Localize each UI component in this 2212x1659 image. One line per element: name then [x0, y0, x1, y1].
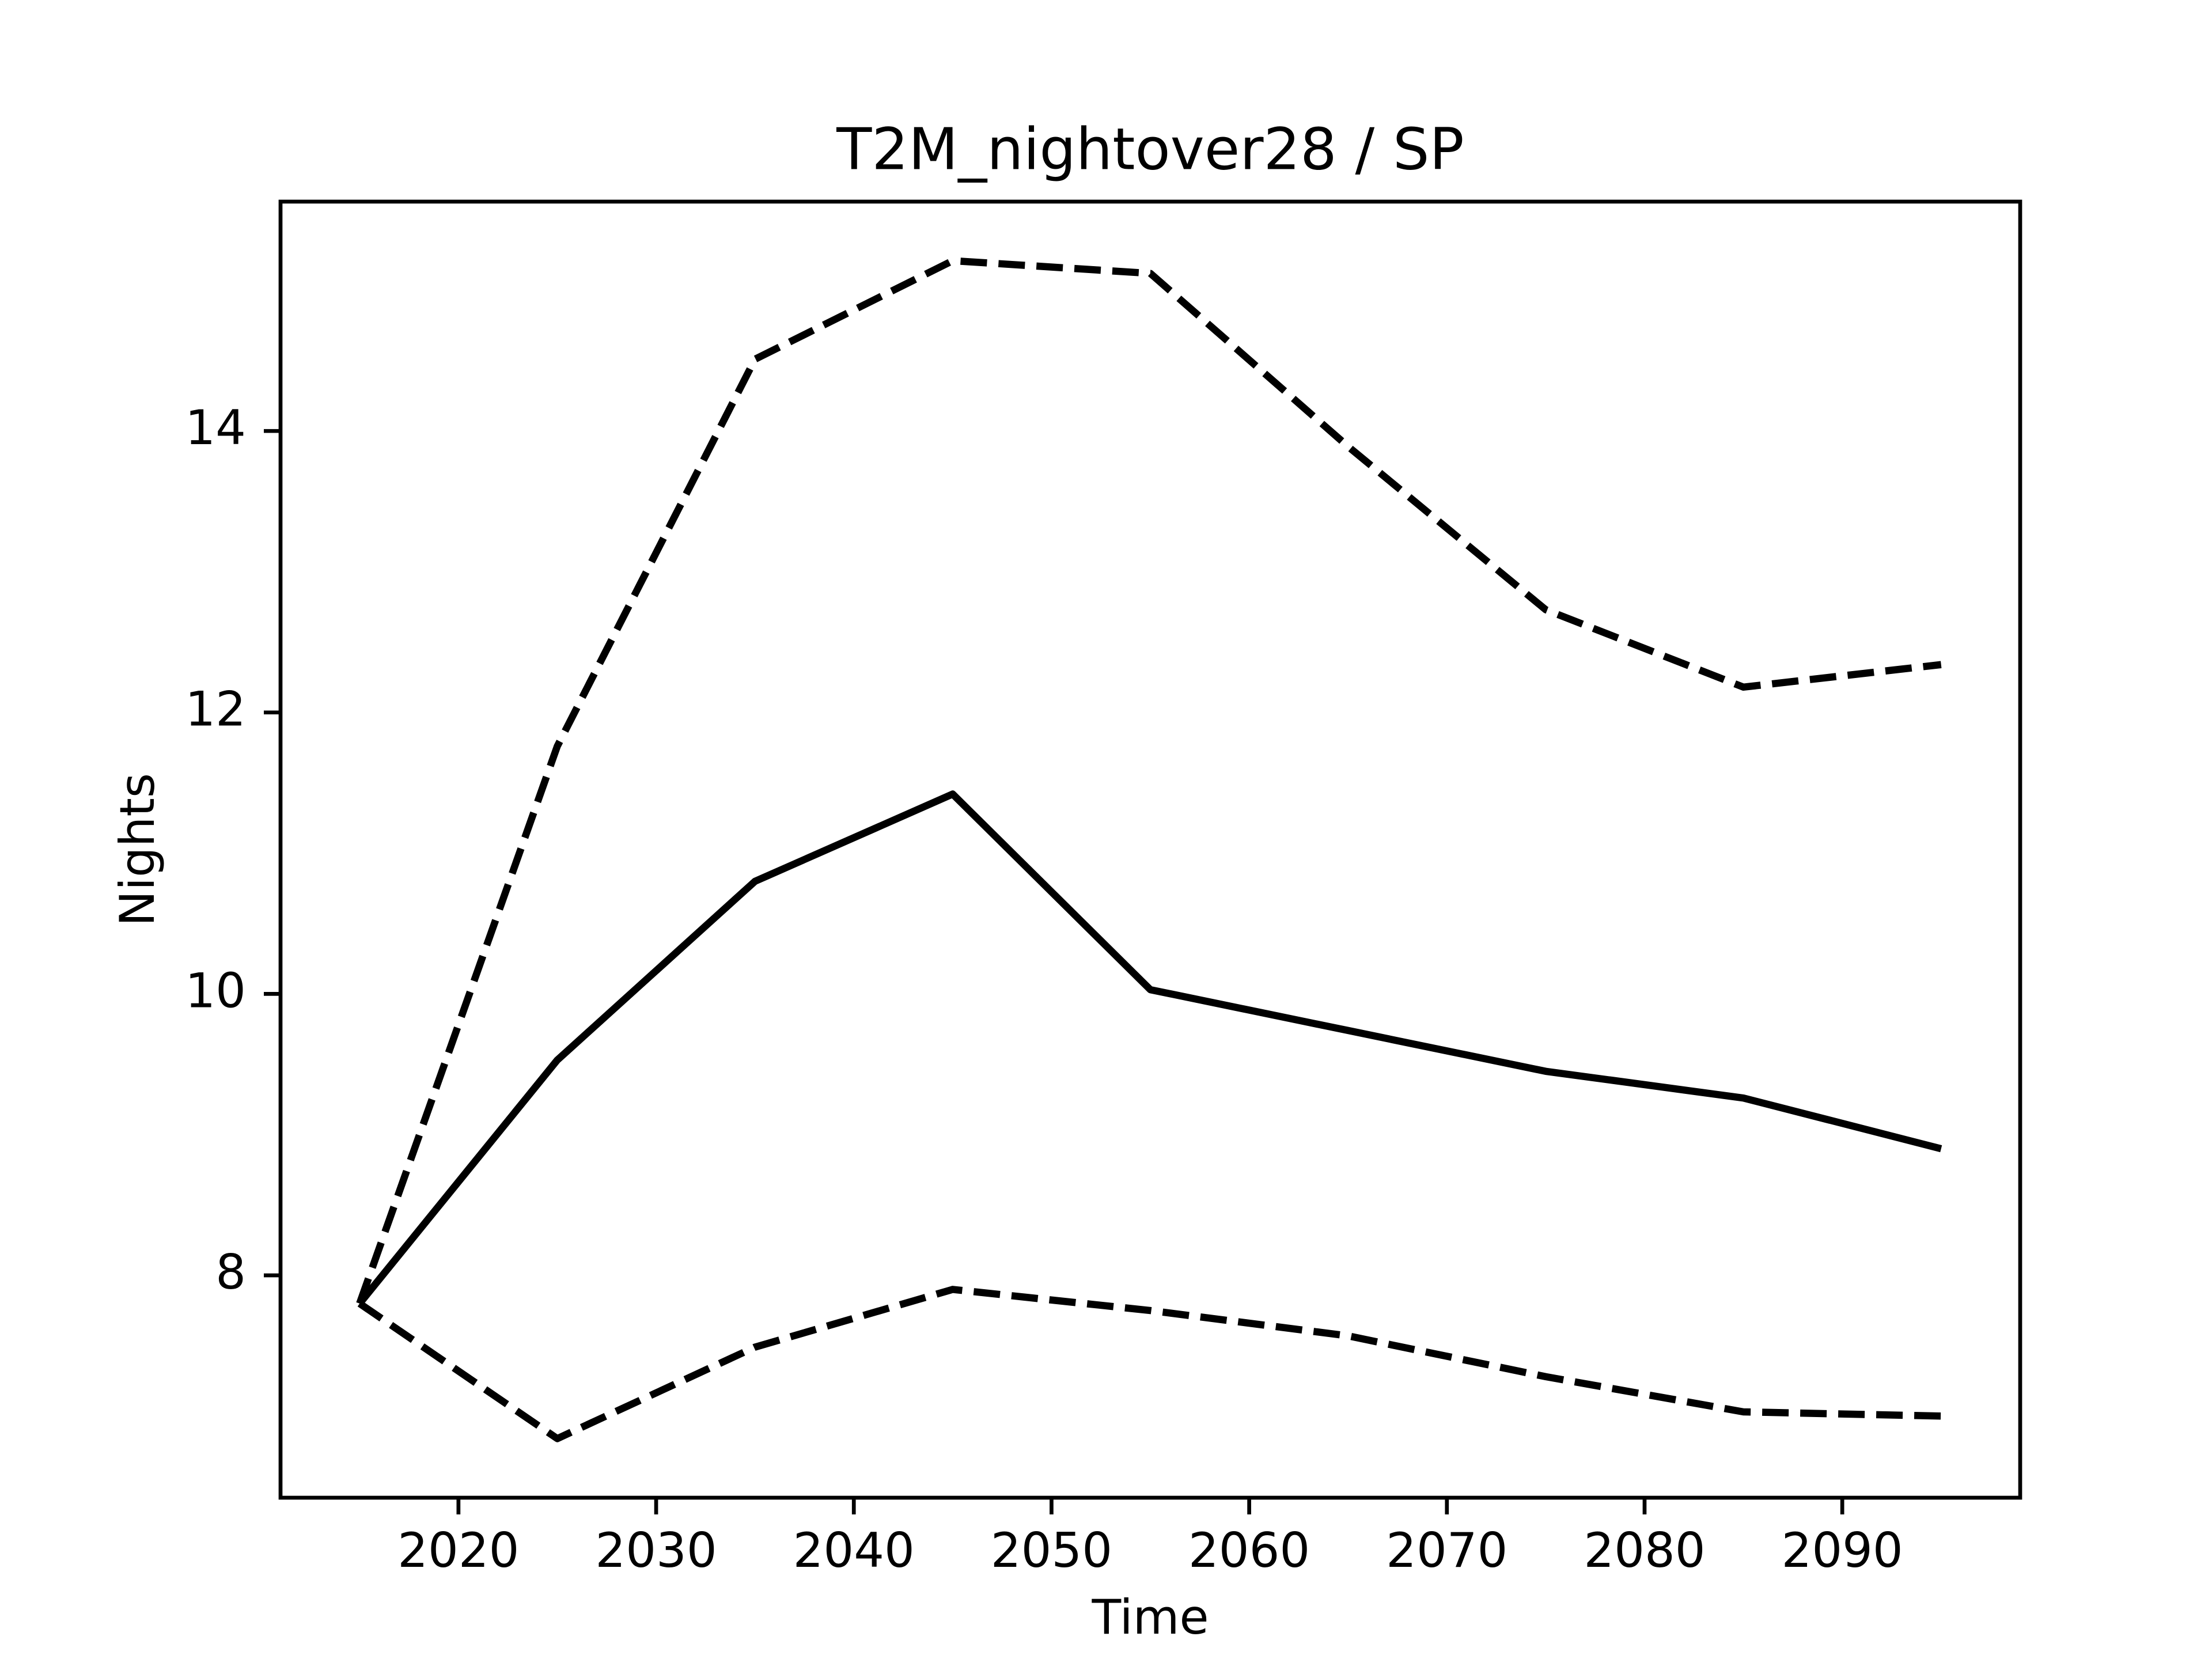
y-tick-label: 14 [185, 400, 246, 456]
x-tick-label: 2020 [397, 1522, 519, 1578]
plot-frame [278, 199, 2022, 1500]
y-axis-label: Nights [109, 773, 165, 926]
x-tick-label: 2080 [1584, 1522, 1705, 1578]
x-tick-label: 2090 [1782, 1522, 1903, 1578]
series-line [357, 790, 1942, 1306]
y-tick-label: 10 [185, 963, 246, 1018]
series-line [357, 1286, 1941, 1442]
x-axis-label: Time [1091, 1589, 1209, 1645]
x-tick-label: 2030 [595, 1522, 717, 1578]
x-tick-label: 2040 [793, 1522, 915, 1578]
x-tick-label: 2070 [1386, 1522, 1508, 1578]
y-tick-label: 12 [185, 681, 246, 737]
series-line [356, 257, 1942, 1305]
y-tick-label: 8 [215, 1244, 246, 1300]
x-tick-label: 2060 [1188, 1522, 1310, 1578]
chart-title: T2M_nightover28 / SP [836, 115, 1464, 183]
x-tick-label: 2050 [991, 1522, 1112, 1578]
